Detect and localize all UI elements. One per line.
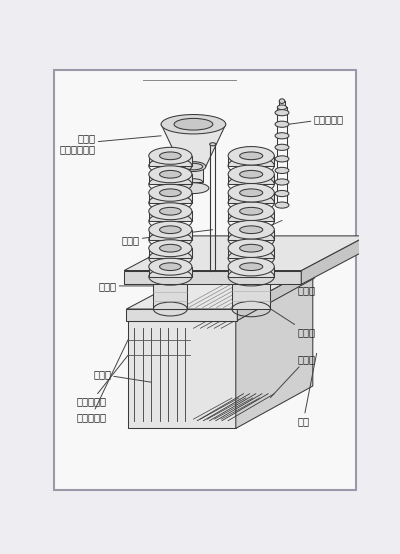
Ellipse shape — [181, 162, 206, 172]
FancyBboxPatch shape — [54, 70, 356, 490]
Ellipse shape — [160, 226, 181, 234]
Ellipse shape — [228, 183, 274, 202]
Text: 触媒栓
（シール形）: 触媒栓 （シール形） — [60, 132, 161, 154]
Ellipse shape — [184, 163, 203, 170]
Ellipse shape — [154, 260, 187, 274]
Text: 陰極柱: 陰極柱 — [98, 281, 154, 291]
Ellipse shape — [240, 263, 263, 270]
Polygon shape — [228, 175, 274, 184]
Polygon shape — [228, 156, 274, 166]
Text: 液面検出器: 液面検出器 — [289, 114, 344, 124]
Polygon shape — [228, 230, 274, 240]
Ellipse shape — [240, 152, 263, 160]
Ellipse shape — [275, 191, 289, 197]
Text: 最高液面線: 最高液面線 — [76, 355, 128, 407]
Ellipse shape — [149, 166, 192, 183]
Text: 陰極板: 陰極板 — [93, 370, 151, 382]
Ellipse shape — [149, 258, 192, 275]
Polygon shape — [228, 248, 274, 258]
Polygon shape — [149, 193, 192, 203]
Ellipse shape — [275, 133, 289, 139]
Text: 電槽: 電槽 — [298, 353, 317, 425]
Polygon shape — [232, 263, 270, 309]
Ellipse shape — [228, 258, 274, 276]
Ellipse shape — [160, 189, 181, 197]
Ellipse shape — [174, 119, 213, 130]
Ellipse shape — [228, 220, 274, 239]
Polygon shape — [128, 278, 313, 321]
Polygon shape — [228, 211, 274, 221]
Polygon shape — [149, 175, 192, 184]
Polygon shape — [149, 156, 192, 166]
Polygon shape — [126, 309, 237, 321]
Ellipse shape — [160, 171, 181, 178]
Ellipse shape — [228, 202, 274, 220]
Polygon shape — [184, 167, 203, 182]
Polygon shape — [149, 248, 192, 258]
Text: 隔離板: 隔離板 — [270, 354, 316, 398]
Polygon shape — [124, 270, 301, 284]
Polygon shape — [161, 124, 226, 167]
Ellipse shape — [160, 244, 181, 252]
Ellipse shape — [210, 143, 216, 146]
Ellipse shape — [240, 171, 263, 178]
Ellipse shape — [160, 263, 181, 270]
Polygon shape — [228, 193, 274, 203]
Ellipse shape — [149, 221, 192, 238]
Polygon shape — [301, 236, 367, 284]
Ellipse shape — [275, 156, 289, 162]
Ellipse shape — [279, 99, 285, 104]
Ellipse shape — [240, 207, 263, 215]
Ellipse shape — [160, 207, 181, 215]
Ellipse shape — [240, 189, 263, 197]
Ellipse shape — [275, 110, 289, 116]
Ellipse shape — [228, 239, 274, 258]
Ellipse shape — [275, 202, 289, 208]
Ellipse shape — [275, 144, 289, 150]
Ellipse shape — [151, 244, 190, 259]
Ellipse shape — [228, 165, 274, 183]
Ellipse shape — [230, 243, 273, 260]
Text: 排気栓: 排気栓 — [122, 230, 213, 245]
Polygon shape — [154, 266, 187, 309]
Ellipse shape — [228, 147, 274, 165]
Polygon shape — [149, 230, 192, 240]
Polygon shape — [124, 236, 367, 270]
Polygon shape — [126, 266, 314, 309]
Ellipse shape — [275, 167, 289, 173]
Ellipse shape — [160, 152, 181, 160]
Text: 陽極板: 陽極板 — [259, 301, 316, 337]
Ellipse shape — [277, 105, 287, 110]
Polygon shape — [149, 211, 192, 221]
Text: 陽極柱: 陽極柱 — [270, 285, 316, 295]
Polygon shape — [149, 266, 192, 276]
Ellipse shape — [149, 203, 192, 220]
Ellipse shape — [275, 121, 289, 127]
Polygon shape — [236, 278, 313, 428]
Ellipse shape — [149, 184, 192, 201]
Ellipse shape — [240, 226, 263, 234]
Ellipse shape — [240, 244, 263, 252]
Polygon shape — [228, 266, 274, 276]
Text: 最低液面線: 最低液面線 — [76, 340, 128, 422]
Ellipse shape — [178, 183, 209, 193]
Ellipse shape — [275, 179, 289, 185]
Polygon shape — [128, 321, 236, 428]
Ellipse shape — [161, 115, 226, 134]
Polygon shape — [237, 266, 314, 321]
Ellipse shape — [149, 147, 192, 165]
Ellipse shape — [232, 255, 270, 270]
Ellipse shape — [149, 240, 192, 257]
